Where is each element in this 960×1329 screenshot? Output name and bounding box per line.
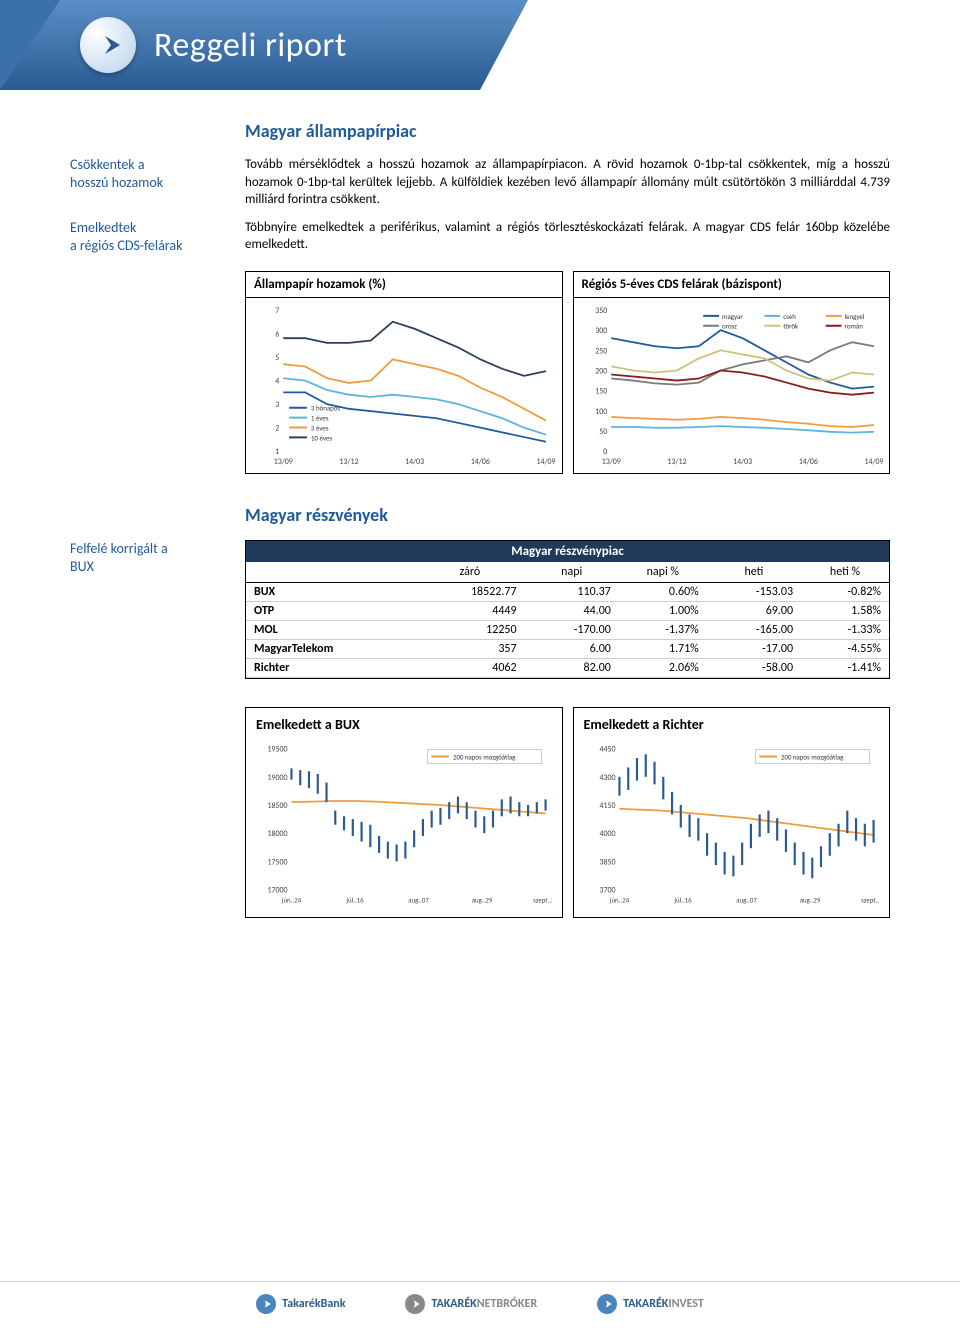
table-row: MagyarTelekom3576.001.71%-17.00-4.55% — [246, 640, 889, 659]
svg-text:2: 2 — [275, 424, 279, 434]
chart-4-title: Emelkedett a Richter — [584, 716, 880, 733]
svg-text:4: 4 — [275, 377, 279, 387]
svg-text:14/06: 14/06 — [798, 457, 817, 467]
stock-table-title: Magyar részvénypiac — [246, 541, 889, 562]
footer-brand-3: TAKARÉKINVEST — [597, 1294, 704, 1314]
svg-text:13/12: 13/12 — [667, 457, 686, 467]
chart-3-title: Emelkedett a BUX — [256, 716, 552, 733]
svg-text:3 hónapos: 3 hónapos — [311, 404, 341, 413]
svg-text:19500: 19500 — [268, 745, 288, 755]
svg-text:14/03: 14/03 — [405, 457, 424, 467]
chart-1-title: Állampapír hozamok (%) — [246, 272, 562, 298]
svg-text:14/09: 14/09 — [864, 457, 883, 467]
chart-2-title: Régiós 5-éves CDS felárak (bázispont) — [574, 272, 890, 298]
sidebar-label-3a: Felfelé korrigált a — [70, 540, 245, 558]
section-2-title: Magyar részvények — [245, 504, 890, 526]
svg-text:1: 1 — [275, 447, 279, 457]
svg-text:török: török — [783, 322, 799, 331]
svg-text:19000: 19000 — [268, 773, 288, 783]
svg-text:szept..20: szept..20 — [533, 895, 551, 904]
sidebar-label-1b: hosszú hozamok — [70, 174, 245, 192]
paragraph-2: Többnyire emelkedtek a periférikus, vala… — [245, 219, 890, 255]
paragraph-1: Tovább mérséklődtek a hosszú hozamok az … — [245, 156, 890, 209]
svg-text:100: 100 — [595, 407, 607, 417]
svg-text:júl..16: júl..16 — [345, 895, 364, 904]
svg-text:4450: 4450 — [599, 745, 615, 755]
header-banner: Reggeli riport — [0, 0, 960, 90]
svg-text:200: 200 — [595, 366, 607, 376]
svg-text:jún..24: jún..24 — [608, 895, 629, 904]
svg-text:júl..16: júl..16 — [673, 895, 692, 904]
brand-arrow-icon — [80, 17, 136, 73]
svg-text:7: 7 — [275, 306, 279, 316]
svg-text:lengyel: lengyel — [844, 312, 864, 321]
chart-cds-spreads: Régiós 5-éves CDS felárak (bázispont) 0 5… — [573, 271, 891, 474]
chart-richter: Emelkedett a Richter 3700 3850 4000 4150 430… — [573, 707, 891, 918]
svg-text:3 éves: 3 éves — [311, 423, 329, 432]
svg-text:3850: 3850 — [599, 857, 615, 867]
svg-text:17000: 17000 — [268, 885, 288, 895]
footer-brand-3b: INVEST — [668, 1297, 703, 1311]
svg-text:13/09: 13/09 — [601, 457, 620, 467]
svg-text:aug..07: aug..07 — [736, 895, 757, 904]
footer-brand-2: TAKARÉKNETBRÓKER — [405, 1294, 537, 1314]
stock-table: Magyar részvénypiac zárónapinapi %hetihe… — [245, 540, 890, 679]
svg-text:300: 300 — [595, 326, 607, 336]
svg-text:14/09: 14/09 — [536, 457, 555, 467]
footer-brand-2b: NETBRÓKER — [477, 1297, 537, 1311]
svg-text:orosz: orosz — [721, 322, 736, 331]
svg-text:magyar: magyar — [721, 312, 742, 321]
svg-text:román: román — [844, 322, 863, 331]
svg-text:250: 250 — [595, 346, 607, 356]
svg-text:1 éves: 1 éves — [311, 414, 329, 423]
svg-text:4150: 4150 — [599, 801, 615, 811]
sidebar-label-3b: BUX — [70, 558, 245, 576]
svg-text:jún..24: jún..24 — [281, 895, 302, 904]
svg-text:4300: 4300 — [599, 773, 615, 783]
svg-text:14/03: 14/03 — [733, 457, 752, 467]
table-row: OTP444944.001.00%69.001.58% — [246, 602, 889, 621]
svg-text:5: 5 — [275, 353, 279, 363]
footer-brand-1: TakarékBank — [256, 1294, 345, 1314]
svg-text:200 napos mozgóátlag: 200 napos mozgóátlag — [453, 752, 516, 761]
chart-bond-yields: Állampapír hozamok (%) 1 2 3 4 5 6 7 13/09 13/12… — [245, 271, 563, 474]
svg-text:aug..29: aug..29 — [472, 895, 493, 904]
footer-brand-2a: TAKARÉK — [431, 1297, 476, 1311]
footer-brand-3a: TAKARÉK — [623, 1297, 668, 1311]
page-title: Reggeli riport — [154, 25, 347, 66]
table-row: BUX18522.77110.370.60%-153.03-0.82% — [246, 583, 889, 602]
chart-bux: Emelkedett a BUX 17000 17500 18000 18500 190… — [245, 707, 563, 918]
svg-text:50: 50 — [599, 427, 607, 437]
svg-text:350: 350 — [595, 306, 607, 316]
svg-text:4000: 4000 — [599, 829, 615, 839]
svg-text:3: 3 — [275, 400, 279, 410]
svg-text:200 napos mozgóátlag: 200 napos mozgóátlag — [780, 752, 843, 761]
sidebar-label-1a: Csökkentek a — [70, 156, 245, 174]
section-1-title: Magyar állampapírpiac — [245, 120, 890, 142]
svg-text:13/12: 13/12 — [339, 457, 358, 467]
footer-bar: TakarékBank TAKARÉKNETBRÓKER TAKARÉKINVE… — [0, 1281, 960, 1317]
svg-text:10 éves: 10 éves — [311, 433, 332, 442]
svg-text:cseh: cseh — [783, 312, 796, 321]
svg-text:14/06: 14/06 — [471, 457, 490, 467]
sidebar-label-2a: Emelkedtek — [70, 219, 245, 237]
svg-text:18000: 18000 — [268, 829, 288, 839]
svg-text:3700: 3700 — [599, 885, 615, 895]
table-row: MOL12250-170.00-1.37%-165.00-1.33% — [246, 621, 889, 640]
svg-text:18500: 18500 — [268, 801, 288, 811]
svg-text:17500: 17500 — [268, 857, 288, 867]
sidebar-label-2b: a régiós CDS-felárak — [70, 237, 245, 255]
svg-text:13/09: 13/09 — [274, 457, 293, 467]
svg-text:szept..20: szept..20 — [861, 895, 879, 904]
svg-text:aug..29: aug..29 — [799, 895, 820, 904]
svg-text:6: 6 — [275, 329, 279, 339]
svg-text:0: 0 — [603, 447, 607, 457]
footer-brand-1-text: TakarékBank — [282, 1297, 345, 1311]
table-row: Richter406282.002.06%-58.00-1.41% — [246, 659, 889, 678]
svg-text:150: 150 — [595, 387, 607, 397]
svg-text:aug..07: aug..07 — [408, 895, 429, 904]
